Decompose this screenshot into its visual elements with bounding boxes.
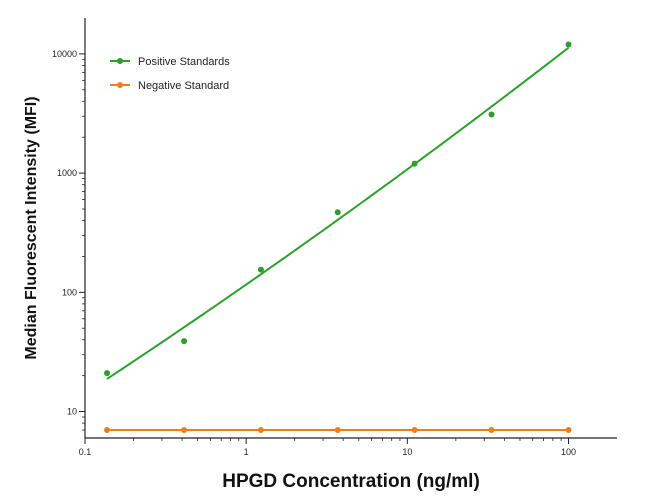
- tick-labels: 0.1 1 10 100 10 100 1000 10000: [52, 49, 576, 457]
- negative-standard-legend-label: Negative Standard: [138, 80, 229, 92]
- x-tick-label: 10: [402, 447, 412, 457]
- positive-standards-legend-label: Positive Standards: [138, 56, 230, 68]
- positive-standards-point: [104, 370, 111, 377]
- x-tick-label: 100: [561, 447, 576, 457]
- positive-standards-point: [181, 338, 188, 345]
- y-tick-label: 1000: [57, 168, 77, 178]
- negative-standard-point: [411, 427, 418, 434]
- positive-standards-point: [565, 41, 572, 48]
- positive-standards-fit-line: [106, 46, 570, 380]
- negative-standard-point: [104, 427, 111, 434]
- negative-standard-point: [257, 427, 264, 434]
- positive-standards-point: [411, 160, 418, 167]
- series-lines: [106, 46, 570, 432]
- negative-standard-point: [334, 427, 341, 434]
- positive-standards-point: [488, 111, 495, 118]
- negative-standard-point: [181, 427, 188, 434]
- x-axis-title: HPGD Concentration (ng/ml): [222, 471, 480, 492]
- negative-standard-point: [565, 427, 572, 434]
- y-axis-title: Median Fluorescent Intensity (MFI): [23, 96, 40, 359]
- negative-standard-point: [488, 427, 495, 434]
- axes: [84, 18, 617, 439]
- y-tick-label: 10: [67, 407, 77, 417]
- legend: Positive Standards Negative Standard: [110, 56, 230, 92]
- y-tick-label: 10000: [52, 49, 77, 59]
- negative-standard-legend-marker: [117, 82, 123, 88]
- series-points: [104, 41, 572, 434]
- positive-standards-point: [257, 266, 264, 273]
- y-tick-label: 100: [62, 287, 77, 297]
- x-tick-label: 1: [244, 447, 249, 457]
- ticks: [79, 53, 569, 444]
- positive-standards-legend-marker: [117, 58, 123, 64]
- x-tick-label: 0.1: [79, 447, 92, 457]
- positive-standards-point: [334, 209, 341, 216]
